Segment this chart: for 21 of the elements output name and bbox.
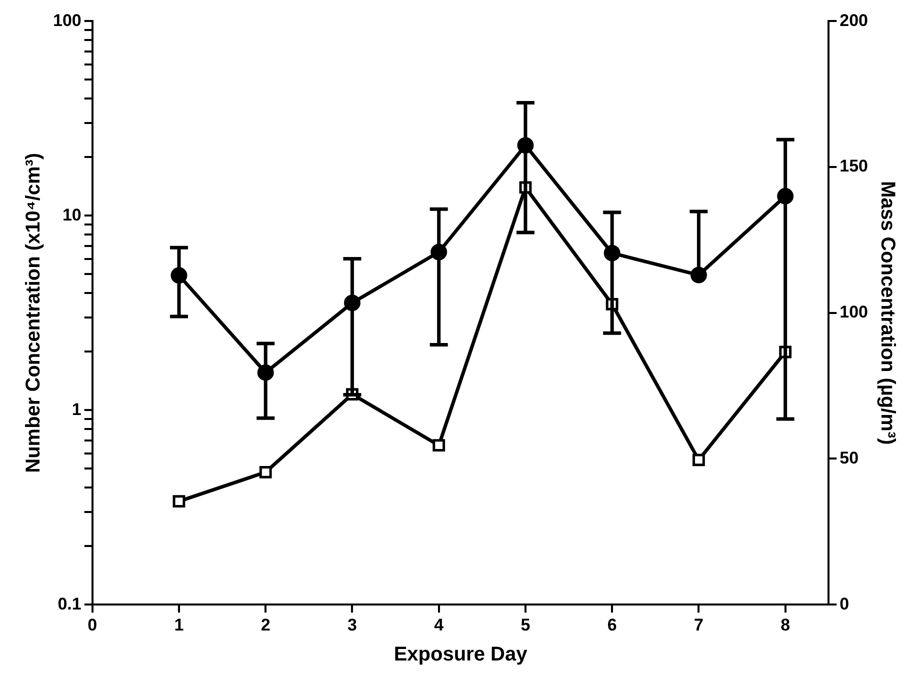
y-tick-label: 1 [72,400,82,419]
x-axis-title: Exposure Day [394,644,528,666]
y-tick-label: 0.1 [58,594,82,614]
y-tick-label: 100 [52,10,82,30]
y-axis-title: Number Concentration (x10⁴/cm³) [22,152,45,473]
x-tick-label: 8 [780,615,790,634]
x-tick-label: 6 [607,615,617,634]
y2-axis-title: Mass Concentration (µg/m³) [876,181,898,445]
y2-tick-label: 0 [840,594,850,614]
y2-tick-label: 200 [840,10,868,30]
y2-tick-label: 150 [840,156,868,176]
y2-tick-label: 100 [840,302,868,322]
x-tick-label: 3 [347,615,357,634]
x-tick-label: 7 [694,615,704,634]
x-tick-label: 0 [88,615,98,634]
x-tick-label: 5 [520,615,530,634]
x-tick-label: 4 [434,615,444,634]
x-tick-label: 1 [174,615,184,634]
y-tick-label: 10 [62,205,82,224]
x-tick-label: 2 [260,615,270,634]
y2-tick-label: 50 [840,448,859,468]
